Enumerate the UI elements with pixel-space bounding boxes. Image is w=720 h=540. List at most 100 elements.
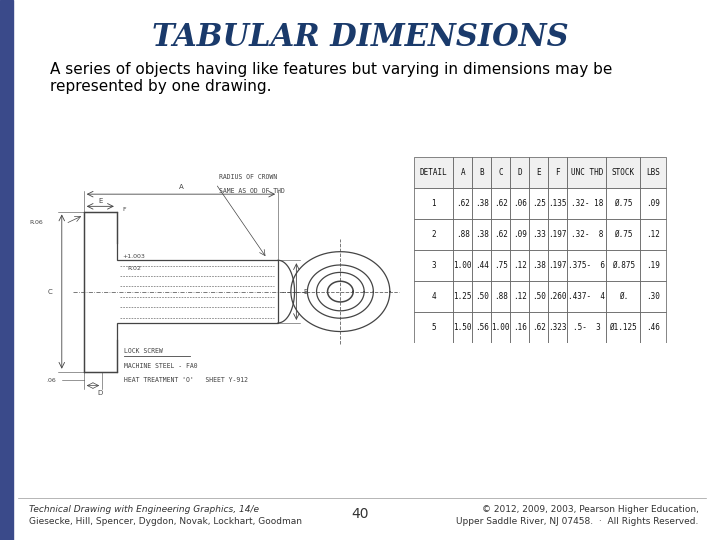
Bar — [414, 281, 454, 312]
Bar — [548, 219, 567, 249]
Text: .12: .12 — [646, 230, 660, 239]
Bar — [548, 249, 567, 281]
Text: 1.00: 1.00 — [454, 261, 472, 270]
Bar — [548, 157, 567, 187]
Text: .06: .06 — [46, 378, 55, 383]
Text: C: C — [47, 288, 52, 295]
Text: .62: .62 — [456, 199, 469, 208]
Text: LBS: LBS — [646, 167, 660, 177]
Bar — [640, 249, 666, 281]
Text: B: B — [480, 167, 484, 177]
Text: E: E — [98, 198, 102, 204]
Bar — [454, 219, 472, 249]
Bar — [491, 281, 510, 312]
Bar — [606, 249, 640, 281]
Text: .25: .25 — [532, 199, 546, 208]
Text: .30: .30 — [646, 292, 660, 301]
Text: HEAT TREATMENT 'O'   SHEET Y-912: HEAT TREATMENT 'O' SHEET Y-912 — [124, 377, 248, 383]
Text: MACHINE STEEL - FA0: MACHINE STEEL - FA0 — [124, 363, 198, 369]
Bar — [454, 157, 472, 187]
Text: .32- 18: .32- 18 — [570, 199, 603, 208]
Text: .88: .88 — [494, 292, 508, 301]
Text: Ø.75: Ø.75 — [614, 199, 632, 208]
Text: .44: .44 — [475, 261, 489, 270]
Bar — [567, 219, 606, 249]
Text: .38: .38 — [532, 261, 546, 270]
Text: .88: .88 — [456, 230, 469, 239]
Bar — [548, 281, 567, 312]
Text: .12: .12 — [513, 292, 526, 301]
Text: R.06: R.06 — [30, 219, 43, 225]
Bar — [491, 157, 510, 187]
Bar — [567, 157, 606, 187]
Text: .46: .46 — [646, 323, 660, 332]
Text: .375-  6: .375- 6 — [568, 261, 606, 270]
Bar — [529, 312, 548, 343]
Bar — [529, 157, 548, 187]
Bar — [0, 0, 13, 540]
Text: 2: 2 — [431, 230, 436, 239]
Text: .50: .50 — [532, 292, 546, 301]
Text: D: D — [98, 389, 103, 395]
Bar — [510, 249, 529, 281]
Bar — [491, 219, 510, 249]
Bar — [491, 249, 510, 281]
Text: TABULAR DIMENSIONS: TABULAR DIMENSIONS — [152, 22, 568, 53]
Text: A series of objects having like features but varying in dimensions may be
repres: A series of objects having like features… — [50, 62, 613, 94]
Text: .437-  4: .437- 4 — [568, 292, 606, 301]
Text: C: C — [498, 167, 503, 177]
Text: UNC THD: UNC THD — [570, 167, 603, 177]
Text: .38: .38 — [475, 230, 489, 239]
Bar — [510, 312, 529, 343]
Bar — [548, 312, 567, 343]
Bar — [640, 219, 666, 249]
Text: RADIUS OF CROWN: RADIUS OF CROWN — [220, 174, 277, 180]
Text: Ø.875: Ø.875 — [612, 261, 635, 270]
Text: .09: .09 — [646, 199, 660, 208]
Bar — [510, 187, 529, 219]
Text: Ø.75: Ø.75 — [614, 230, 632, 239]
Text: R.02: R.02 — [127, 266, 142, 272]
Text: .12: .12 — [513, 261, 526, 270]
Text: .50: .50 — [475, 292, 489, 301]
Text: 1.00: 1.00 — [492, 323, 510, 332]
Text: 4: 4 — [431, 292, 436, 301]
Text: .09: .09 — [513, 230, 526, 239]
Text: STOCK: STOCK — [612, 167, 635, 177]
Text: E: E — [536, 167, 541, 177]
Bar — [454, 312, 472, 343]
Text: .62: .62 — [532, 323, 546, 332]
Bar — [510, 157, 529, 187]
Text: Giesecke, Hill, Spencer, Dygdon, Novak, Lockhart, Goodman: Giesecke, Hill, Spencer, Dygdon, Novak, … — [29, 517, 302, 525]
Text: 1.50: 1.50 — [454, 323, 472, 332]
Bar — [567, 187, 606, 219]
Bar — [510, 219, 529, 249]
Bar — [606, 312, 640, 343]
Bar — [567, 249, 606, 281]
Text: Ø1.125: Ø1.125 — [609, 323, 637, 332]
Bar — [640, 187, 666, 219]
Bar — [414, 312, 454, 343]
Bar — [529, 219, 548, 249]
Text: .75: .75 — [494, 261, 508, 270]
Text: .38: .38 — [475, 199, 489, 208]
Text: .33: .33 — [532, 230, 546, 239]
Bar — [491, 187, 510, 219]
Text: SAME AS OD OF THD: SAME AS OD OF THD — [220, 188, 285, 194]
Text: .62: .62 — [494, 230, 508, 239]
Bar — [472, 219, 491, 249]
Text: 1.25: 1.25 — [454, 292, 472, 301]
Text: 5: 5 — [431, 323, 436, 332]
Bar — [529, 187, 548, 219]
Text: A: A — [461, 167, 465, 177]
Text: .260: .260 — [549, 292, 567, 301]
Text: .56: .56 — [475, 323, 489, 332]
Bar — [529, 281, 548, 312]
Text: D: D — [518, 167, 522, 177]
Text: .32-  8: .32- 8 — [570, 230, 603, 239]
Bar — [414, 219, 454, 249]
Bar — [414, 249, 454, 281]
Bar — [414, 187, 454, 219]
Text: 40: 40 — [351, 507, 369, 521]
Text: F: F — [555, 167, 560, 177]
